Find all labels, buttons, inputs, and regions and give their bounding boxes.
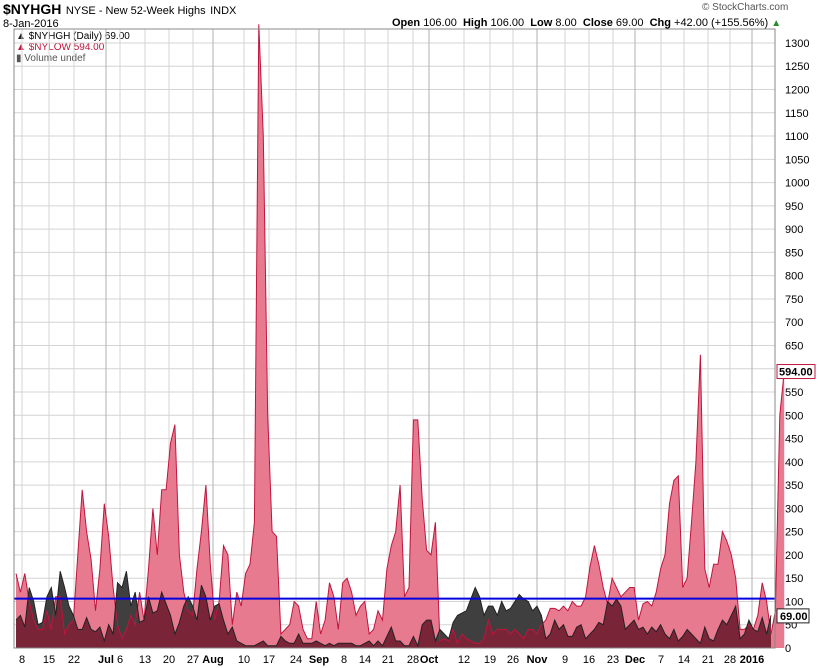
- y-tick-label: 450: [785, 434, 803, 446]
- x-tick-label: Nov: [527, 654, 549, 666]
- y-tick-label: 150: [785, 573, 803, 585]
- x-tick-label: 16: [583, 654, 595, 666]
- legend-item-nyhgh: ▲ $NYHGH (Daily) 69.00: [16, 31, 130, 42]
- exchange-label: INDX: [210, 5, 237, 17]
- x-tick-label: 2016: [740, 654, 764, 666]
- y-tick-label: 1150: [785, 108, 809, 120]
- chg-label: Chg: [649, 17, 671, 29]
- x-tick-label: 28: [724, 654, 736, 666]
- grid: [14, 29, 775, 649]
- y-tick-label: 1200: [785, 85, 809, 97]
- chart-header: $NYHGH NYSE - New 52-Week Highs INDX: [3, 1, 236, 19]
- legend: ▲ $NYHGH (Daily) 69.00 ▲ $NYLOW 594.00 ▮…: [16, 31, 130, 64]
- collapse-triangle-icon[interactable]: ▲: [771, 18, 782, 29]
- x-tick-label: Oct: [420, 654, 439, 666]
- plot-frame: [13, 28, 776, 649]
- x-tick-label: 26: [507, 654, 519, 666]
- x-tick-label: 14: [359, 654, 371, 666]
- nyhgh-value-tag: [776, 608, 810, 624]
- symbol: $NYHGH: [3, 1, 62, 17]
- x-tick-label: 10: [238, 654, 250, 666]
- y-tick-label: 200: [785, 550, 803, 562]
- x-tick-label: 28: [407, 654, 419, 666]
- x-tick-label: Dec: [625, 654, 645, 666]
- x-tick-label: 13: [139, 654, 151, 666]
- x-tick-label: Sep: [309, 654, 329, 666]
- symbol-description: NYSE - New 52-Week Highs: [65, 5, 206, 17]
- x-tick-label: 20: [163, 654, 175, 666]
- chart-date: 8-Jan-2016: [3, 18, 59, 30]
- value-tags: 594.00 69.00: [776, 364, 816, 624]
- x-tick-label: 8: [19, 654, 25, 666]
- x-tick-label: 7: [658, 654, 664, 666]
- low-value: 8.00: [555, 17, 577, 29]
- nylow-area: [16, 24, 785, 649]
- nyhgh-line: [15, 571, 772, 648]
- y-tick-label: 500: [785, 410, 803, 422]
- y-tick-label: 950: [785, 201, 803, 213]
- low-label: Low: [530, 17, 553, 29]
- x-tick-label: 15: [43, 654, 55, 666]
- nylow-value-tag-label: 594.00: [779, 367, 813, 379]
- chg-value: +42.00 (+155.56%): [674, 17, 769, 29]
- high-label: High: [462, 17, 488, 29]
- y-tick-label: 1250: [785, 61, 809, 73]
- x-axis: 8 15 22 Jul 6 13 20 27 Aug 10 17 24 Sep 8 14 21 28 Oct 12 1…: [19, 654, 764, 666]
- x-tick-label: Aug: [202, 654, 223, 666]
- y-tick-label: 700: [785, 317, 803, 329]
- y-tick-label: 0: [785, 643, 791, 655]
- overlap-area: [16, 585, 771, 648]
- x-tick-label: 22: [68, 654, 80, 666]
- y-tick-label: 400: [785, 457, 803, 469]
- open-value: 106.00: [423, 17, 457, 29]
- y-axis: 0501001502002503003504004505005506006507…: [785, 38, 809, 655]
- nyhgh-value-tag-label: 69.00: [780, 611, 808, 623]
- y-tick-label: 850: [785, 247, 803, 259]
- y-tick-label: 650: [785, 340, 803, 352]
- legend-bar-icon: ▮: [16, 53, 22, 64]
- open-label: Open: [392, 17, 421, 29]
- nylow-value-tag: [776, 364, 816, 380]
- y-tick-label: 250: [785, 527, 803, 539]
- y-tick-label: 1050: [785, 154, 809, 166]
- close-label: Close: [582, 17, 613, 29]
- x-tick-label: 23: [607, 654, 619, 666]
- legend-item-volume: ▮ Volume undef: [16, 53, 86, 64]
- y-tick-label: 1300: [785, 38, 809, 50]
- y-tick-label: 800: [785, 271, 803, 283]
- x-tick-label: 21: [382, 654, 394, 666]
- y-tick-label: 550: [785, 387, 803, 399]
- high-value: 106.00: [490, 17, 525, 29]
- copyright[interactable]: © StockCharts.com: [702, 2, 789, 13]
- x-tick-label: 12: [458, 654, 470, 666]
- x-tick-label: 14: [678, 654, 690, 666]
- x-tick-label: 9: [562, 654, 568, 666]
- close-value: 69.00: [615, 17, 644, 29]
- x-tick-label: Jul: [98, 654, 114, 666]
- x-tick-label: 24: [290, 654, 302, 666]
- y-tick-label: 350: [785, 480, 803, 492]
- x-tick-label: 21: [702, 654, 714, 666]
- x-tick-label: 8: [341, 654, 347, 666]
- y-tick-label: 900: [785, 224, 803, 236]
- legend-item-nylow: ▲ $NYLOW 594.00: [16, 42, 105, 53]
- x-tick-label: 6: [117, 654, 123, 666]
- legend-swatch-icon: ▲: [16, 31, 26, 42]
- y-tick-label: 750: [785, 294, 803, 306]
- x-tick-label: 27: [187, 654, 199, 666]
- y-tick-label: 1000: [785, 178, 809, 190]
- y-tick-label: 1100: [785, 131, 809, 143]
- x-tick-label: 17: [263, 654, 275, 666]
- legend-swatch-icon: ▲: [16, 42, 26, 53]
- y-tick-label: 300: [785, 503, 803, 515]
- plot-areas: [14, 24, 785, 649]
- ohlc-readout: Open 106.00 High 106.00 Low 8.00 Close 6…: [392, 17, 781, 29]
- y-tick-label: 100: [785, 596, 803, 608]
- x-tick-label: 19: [484, 654, 496, 666]
